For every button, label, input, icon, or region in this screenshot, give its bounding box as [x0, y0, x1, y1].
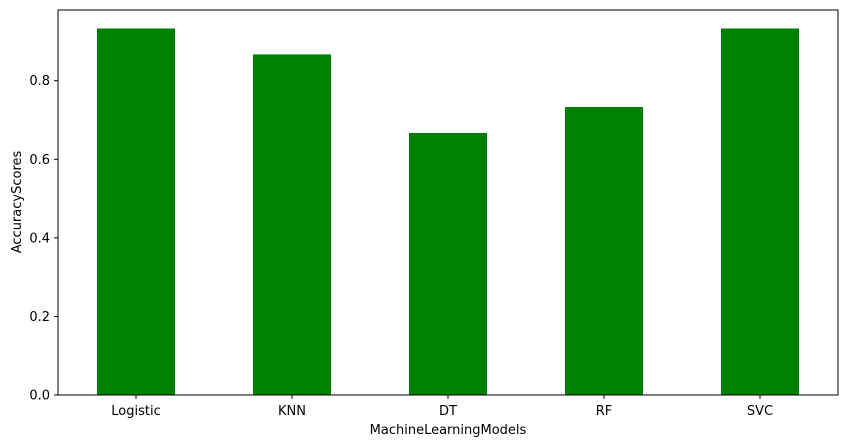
bar-rf [565, 107, 643, 396]
y-tick-label: 0.8 [29, 74, 50, 89]
bars-group [97, 28, 799, 396]
x-tick-label: SVC [747, 404, 773, 419]
y-tick-label: 0.2 [29, 310, 50, 325]
x-tick-label: DT [439, 404, 457, 419]
bar-knn [253, 54, 331, 396]
x-tick-label: KNN [278, 404, 306, 419]
bar-svc [721, 28, 799, 395]
y-tick-label: 0.6 [29, 153, 50, 168]
y-tick-label: 0.0 [29, 389, 50, 404]
y-axis-label: AccuracyScores [10, 151, 25, 254]
x-tick-label: RF [596, 404, 613, 419]
bar-logistic [97, 28, 175, 395]
y-axis-ticks: 0.0 0.2 0.4 0.6 0.8 [29, 74, 58, 404]
y-tick-label: 0.4 [29, 231, 50, 246]
x-axis-ticks: Logistic KNN DT RF SVC [111, 395, 773, 419]
x-tick-label: Logistic [111, 404, 160, 419]
bar-dt [409, 132, 487, 395]
x-axis-label: MachineLearningModels [370, 423, 527, 438]
